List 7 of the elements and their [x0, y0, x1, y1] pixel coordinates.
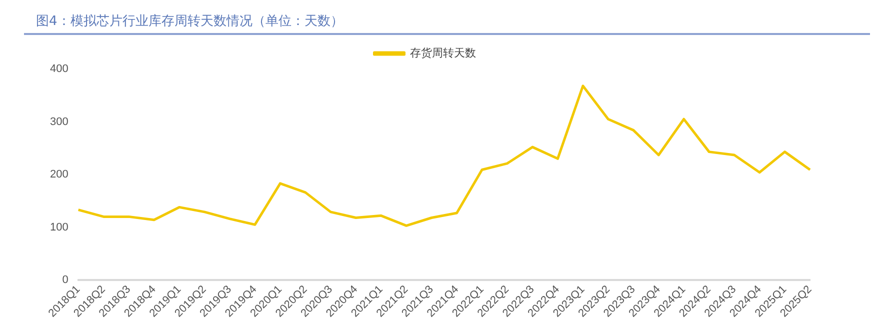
y-tick-label: 0 — [62, 274, 68, 286]
y-tick-label: 300 — [50, 116, 68, 128]
legend-label: 存货周转天数 — [410, 46, 476, 60]
y-tick-label: 200 — [50, 168, 68, 181]
chart-title: 图4：模拟芯片行业库存周转天数情况（单位：天数） — [36, 13, 344, 30]
y-tick-label: 400 — [50, 63, 68, 76]
y-tick-label: 100 — [50, 221, 68, 234]
